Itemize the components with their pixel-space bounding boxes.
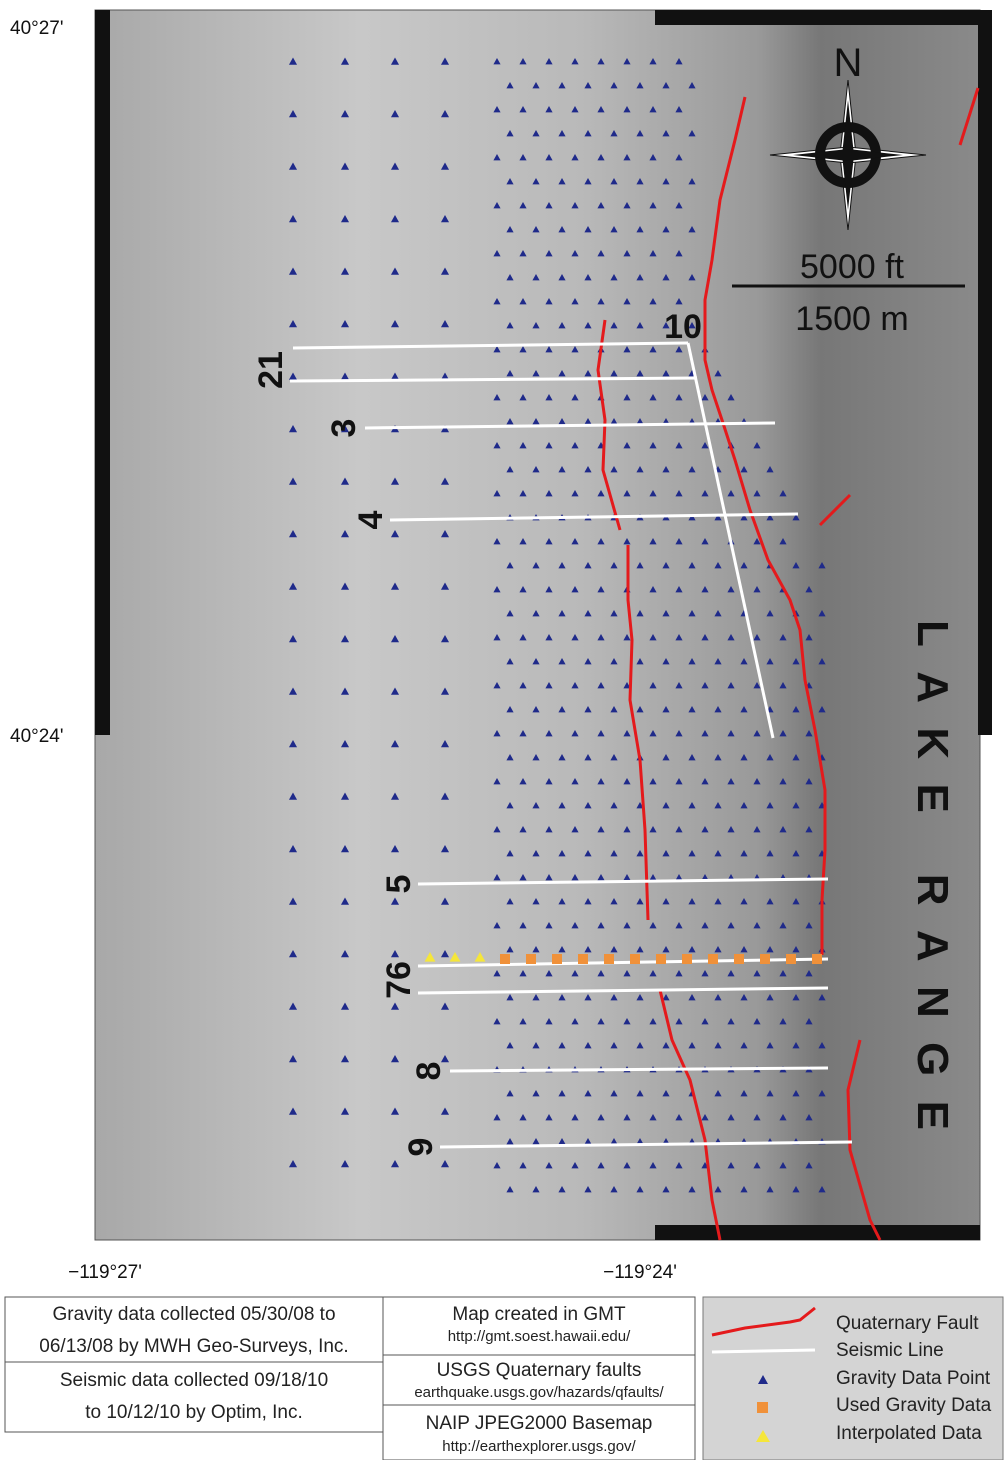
frame-bar bbox=[95, 10, 110, 735]
map-page: 10 21 3 4 5 76 8 9 LAKE RANGE N 5000 ft … bbox=[0, 0, 1005, 1460]
frame-bar bbox=[655, 1225, 980, 1240]
used-point bbox=[630, 954, 640, 964]
credit-text: 06/13/08 by MWH Geo-Surveys, Inc. bbox=[39, 1336, 348, 1357]
line-label: 9 bbox=[402, 1138, 440, 1157]
north-label: N bbox=[834, 41, 863, 85]
used-point bbox=[734, 954, 744, 964]
line-label: 76 bbox=[380, 961, 418, 999]
legend-text: Interpolated Data bbox=[836, 1423, 982, 1444]
source-title: NAIP JPEG2000 Basemap bbox=[426, 1413, 653, 1434]
used-point bbox=[500, 954, 510, 964]
used-point bbox=[812, 954, 822, 964]
credits: Gravity data collected 05/30/08 to 06/13… bbox=[5, 1297, 695, 1460]
range-label: LAKE RANGE bbox=[908, 620, 957, 1130]
source-url: earthquake.usgs.gov/hazards/qfaults/ bbox=[414, 1384, 664, 1401]
used-point bbox=[604, 954, 614, 964]
legend-text: Quaternary Fault bbox=[836, 1313, 979, 1334]
source-title: Map created in GMT bbox=[452, 1304, 626, 1325]
used-point bbox=[578, 954, 588, 964]
lon-label: −119°27' bbox=[68, 1262, 142, 1283]
lon-label: −119°24' bbox=[603, 1262, 677, 1283]
source-url: http://earthexplorer.usgs.gov/ bbox=[442, 1438, 636, 1455]
used-point bbox=[682, 954, 692, 964]
legend-text: Seismic Line bbox=[836, 1340, 944, 1361]
used-point bbox=[760, 954, 770, 964]
used-point bbox=[656, 954, 666, 964]
scale-ft: 5000 ft bbox=[800, 248, 905, 286]
credit-text: Seismic data collected 09/18/10 bbox=[60, 1370, 328, 1391]
used-point bbox=[708, 954, 718, 964]
source-title: USGS Quaternary faults bbox=[437, 1360, 642, 1381]
legend-text: Gravity Data Point bbox=[836, 1368, 991, 1389]
lat-label: 40°24' bbox=[10, 726, 64, 747]
legend-text: Used Gravity Data bbox=[836, 1395, 992, 1416]
credit-text: Gravity data collected 05/30/08 to bbox=[52, 1304, 335, 1325]
credit-text: to 10/12/10 by Optim, Inc. bbox=[85, 1402, 303, 1423]
scale-m: 1500 m bbox=[795, 300, 908, 338]
line-label: 8 bbox=[410, 1062, 448, 1081]
lat-label: 40°27' bbox=[10, 18, 64, 39]
used-point bbox=[526, 954, 536, 964]
legend: Quaternary Fault Seismic Line Gravity Da… bbox=[703, 1297, 1003, 1460]
used-point bbox=[786, 954, 796, 964]
line-label: 21 bbox=[252, 351, 290, 389]
line-label: 3 bbox=[325, 419, 363, 438]
used-point bbox=[552, 954, 562, 964]
line-label: 5 bbox=[380, 875, 418, 894]
line-label: 4 bbox=[352, 510, 390, 529]
source-url: http://gmt.soest.hawaii.edu/ bbox=[448, 1328, 631, 1345]
line-label: 10 bbox=[664, 308, 702, 346]
frame-bar bbox=[978, 10, 992, 735]
frame-bar bbox=[655, 10, 980, 25]
